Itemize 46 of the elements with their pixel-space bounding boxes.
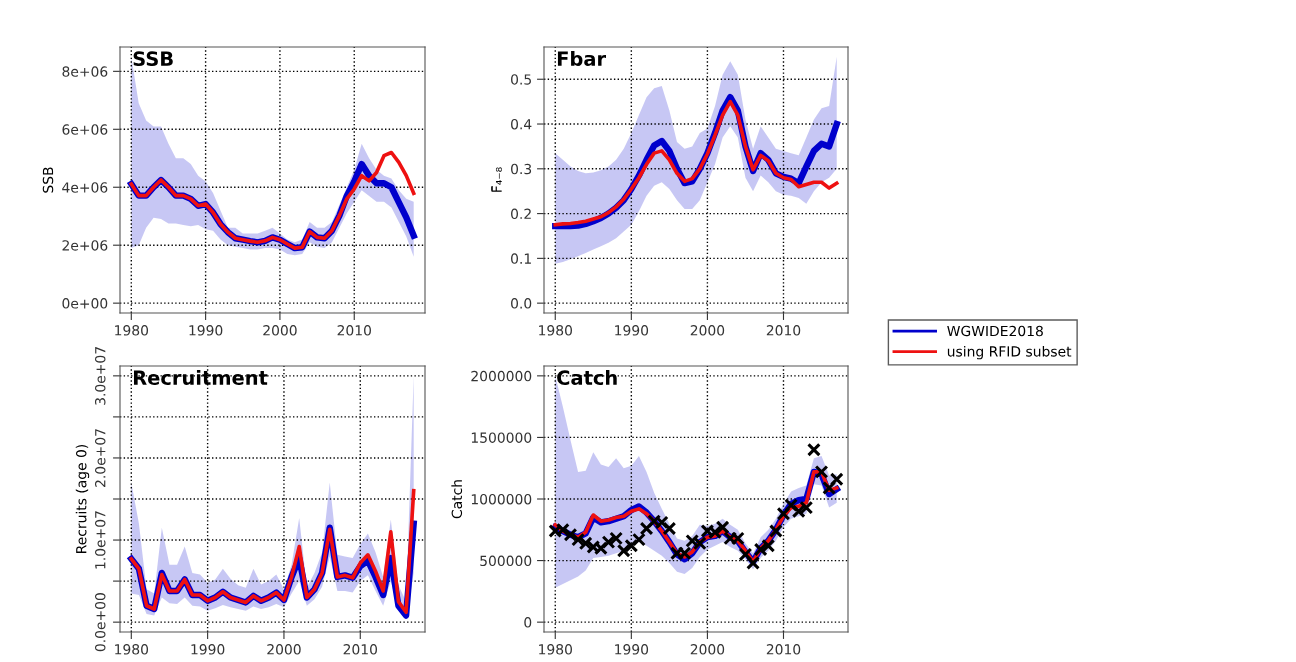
legend-label: using RFID subset — [947, 345, 1072, 360]
x-tick-label: 1980 — [115, 325, 149, 336]
y-tick-label: 1000000 — [471, 493, 532, 505]
chart-title: SSB — [133, 51, 173, 67]
x-tick-label: 2010 — [766, 325, 801, 336]
y-tick-label: 0.3 — [511, 163, 532, 175]
y-tick-label: 4e+06 — [62, 182, 108, 193]
x-tick-label: 1990 — [615, 325, 649, 336]
y-tick-label: 0 — [524, 617, 532, 628]
x-tick-label: 1990 — [615, 644, 649, 655]
y-tick-label: 0e+00 — [62, 298, 108, 309]
y-tick-label: 500000 — [480, 555, 532, 567]
y-tick-label: 1.0e+07 — [95, 511, 106, 569]
x-tick-label: 2000 — [267, 644, 301, 655]
y-tick-label: 0.4 — [511, 118, 532, 130]
x-tick-label: 1990 — [189, 325, 223, 336]
y-tick-label: 0.2 — [511, 208, 531, 220]
legend-label: WGWIDE2018 — [947, 325, 1043, 337]
y-tick-label: 0.0e+00 — [95, 593, 106, 652]
y-axis-title: F̄₄₋₈ — [491, 167, 502, 192]
y-tick-label: 0.5 — [511, 74, 531, 85]
y-axis-title: SSB — [42, 167, 54, 193]
y-tick-label: 2e+06 — [62, 240, 108, 251]
x-tick-label: 2000 — [263, 325, 297, 336]
chart-title: Fbar — [557, 50, 607, 67]
x-tick-label: 2000 — [690, 325, 725, 336]
x-tick-label: 2010 — [766, 644, 801, 655]
y-axis-title: Catch — [451, 480, 463, 519]
y-axis-title: Recruits (age 0) — [75, 444, 90, 553]
x-tick-label: 1980 — [539, 644, 573, 655]
x-tick-label: 2010 — [337, 325, 371, 336]
x-tick-label: 1990 — [191, 644, 225, 655]
chart-title: Catch — [557, 369, 617, 386]
y-tick-label: 6e+06 — [62, 124, 108, 135]
y-tick-label: 8e+06 — [62, 66, 108, 77]
y-tick-label: 3.0e+07 — [95, 347, 106, 405]
y-tick-label: 2000000 — [471, 370, 532, 382]
y-tick-label: 0.0 — [511, 298, 532, 309]
x-tick-label: 1980 — [539, 325, 573, 336]
y-tick-label: 2.0e+07 — [95, 429, 106, 487]
x-tick-label: 1980 — [115, 644, 149, 655]
x-tick-label: 2010 — [343, 644, 378, 655]
chart-title: Recruitment — [133, 369, 268, 386]
y-tick-label: 0.1 — [511, 253, 531, 264]
y-tick-label: 1500000 — [471, 432, 532, 443]
x-tick-label: 2000 — [690, 644, 725, 655]
